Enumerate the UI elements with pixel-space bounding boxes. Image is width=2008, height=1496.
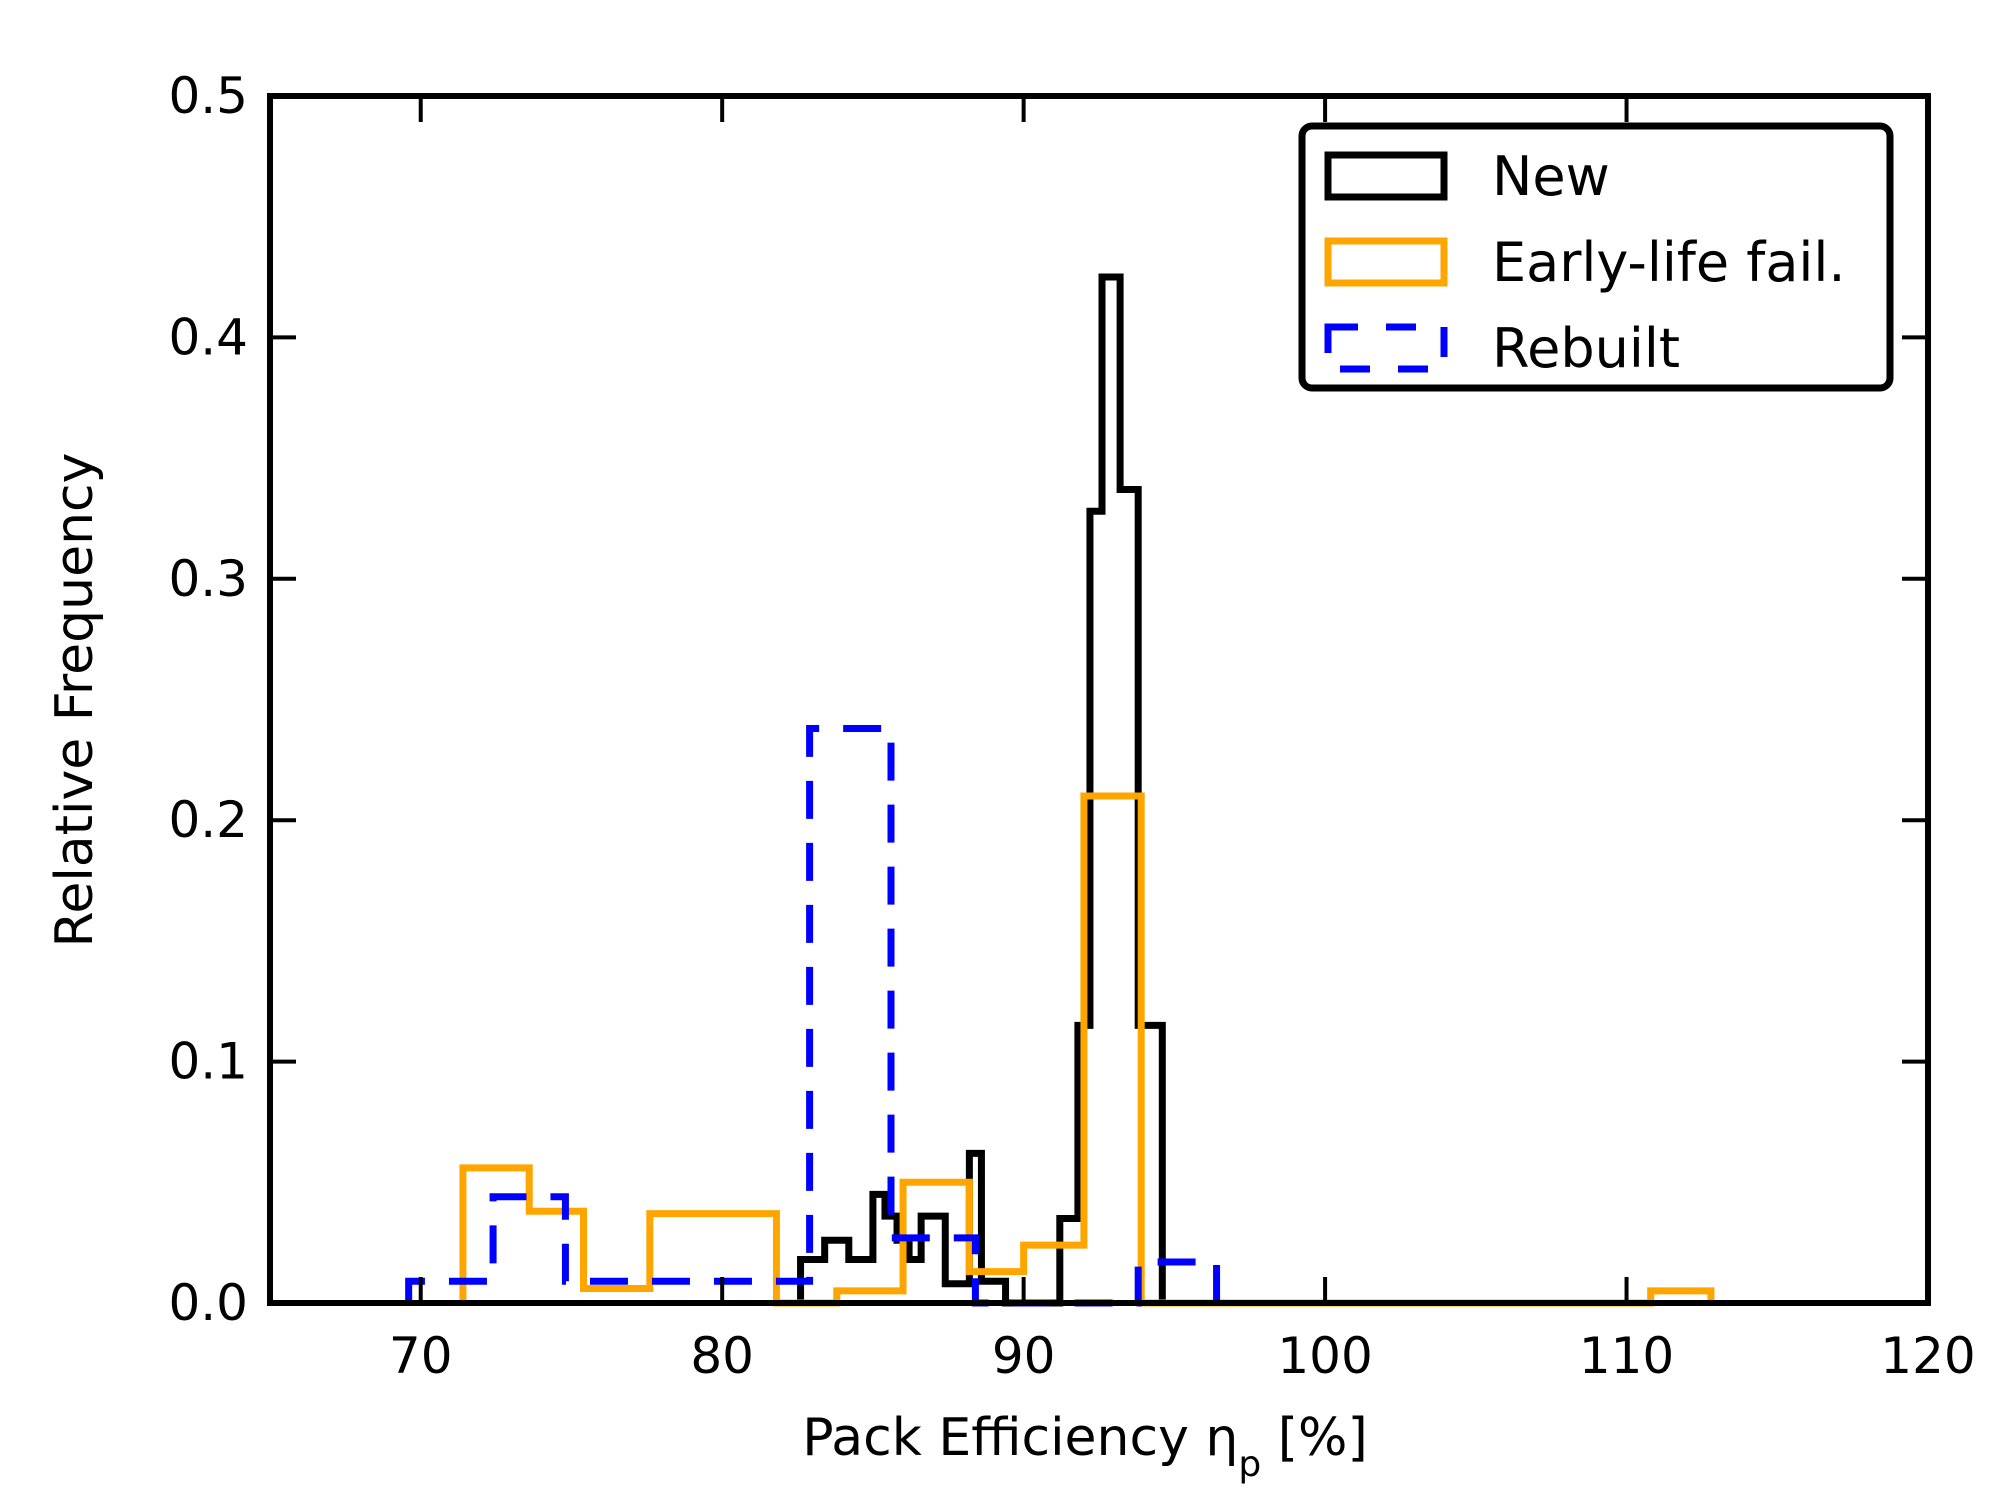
x-tick-label: 110	[1579, 1327, 1674, 1385]
bar-rebuilt-4	[891, 1238, 975, 1303]
legend-label-new: New	[1492, 145, 1610, 208]
series-line-new	[797, 273, 1166, 1307]
tick-labels: 70 80 90 100 110 120 0.0 0.1 0.2 0.3 0.4 0.5	[168, 67, 1975, 1385]
x-tick-label: 120	[1880, 1327, 1975, 1385]
bar-rebuilt-6	[1138, 1262, 1216, 1303]
x-axis-label-suffix: [%]	[1261, 1408, 1368, 1468]
plot-frame	[267, 93, 1931, 1306]
y-tick-label: 0.0	[168, 1274, 248, 1332]
series-new	[797, 273, 1166, 1307]
x-axis-label-text: Pack Efficiency η	[802, 1408, 1238, 1468]
legend-item-new: New	[1324, 145, 1610, 208]
legend-item-rebuilt: Rebuilt	[1324, 317, 1680, 380]
series-rebuilt	[405, 724, 1221, 1307]
bar-rebuilt-2	[565, 1281, 809, 1303]
bar-early-life-fail-9	[1084, 796, 1141, 1303]
legend-swatch-early-life-fail	[1324, 237, 1448, 287]
x-tick-label: 70	[389, 1327, 453, 1385]
legend-label-early-life-fail: Early-life fail.	[1492, 231, 1846, 294]
x-tick-label: 80	[690, 1327, 754, 1385]
x-tick-label: 100	[1277, 1327, 1372, 1385]
bar-rebuilt-1	[493, 1197, 565, 1303]
x-axis-label: Pack Efficiency ηp [%]	[802, 1408, 1367, 1485]
bar-early-life-fail-8	[1024, 1245, 1084, 1303]
legend-frame	[1298, 122, 1894, 392]
series-line-rebuilt	[405, 724, 1221, 1307]
y-tick-label: 0.2	[168, 791, 248, 849]
legend-swatch-rebuilt	[1324, 323, 1448, 373]
series-layer	[405, 273, 1715, 1307]
legend-label-rebuilt: Rebuilt	[1492, 317, 1680, 380]
x-axis-label-subscript: p	[1238, 1444, 1261, 1485]
legend-swatch-new	[1324, 151, 1448, 201]
legend: New Early-life fail. Rebuilt	[1298, 122, 1894, 392]
y-tick-label: 0.1	[168, 1033, 248, 1091]
y-tick-label: 0.3	[168, 550, 248, 608]
y-tick-label: 0.4	[168, 308, 248, 366]
legend-item-early-life-fail: Early-life fail.	[1324, 231, 1846, 294]
y-axis-label: Relative Frequency	[45, 453, 105, 948]
x-tick-label: 90	[992, 1327, 1056, 1385]
bar-rebuilt-3	[810, 728, 891, 1303]
y-tick-label: 0.5	[168, 67, 248, 125]
